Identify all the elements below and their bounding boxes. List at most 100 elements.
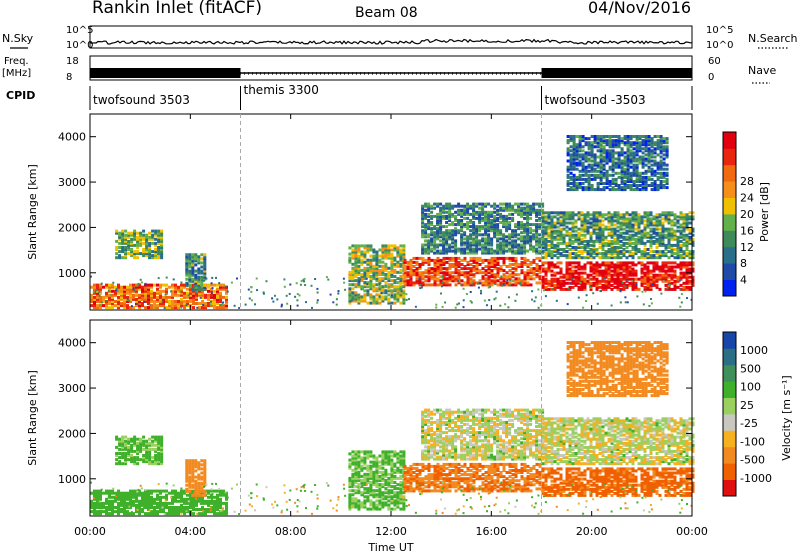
power-cell <box>599 177 603 181</box>
power-cell <box>514 258 518 262</box>
power-cell <box>667 287 671 291</box>
power-cell <box>129 293 132 297</box>
power-cell <box>366 293 370 297</box>
power-cell <box>607 227 611 231</box>
power-cell <box>121 237 125 241</box>
power-cell <box>448 279 452 283</box>
power-cell <box>577 250 581 254</box>
velocity-cell <box>111 512 114 516</box>
power-cell <box>589 250 593 254</box>
power-cell <box>145 237 149 241</box>
power-cell <box>634 219 638 223</box>
velocity-cell <box>129 512 132 516</box>
power-cell <box>655 277 659 281</box>
power-cell <box>616 229 620 233</box>
power-cell <box>541 256 545 260</box>
power-cell <box>619 225 623 229</box>
power-cell <box>673 231 677 235</box>
velocity-cell <box>123 495 126 499</box>
power-cell <box>402 285 406 289</box>
power-cell <box>664 283 668 287</box>
power-cell <box>445 260 449 264</box>
velocity-cell <box>192 506 195 509</box>
power-cell <box>118 256 122 260</box>
velocity-cell <box>180 489 183 493</box>
power-cell <box>442 214 446 218</box>
power-cell <box>571 211 575 215</box>
power-cell <box>511 233 515 237</box>
power-cell <box>598 273 602 277</box>
power-cell <box>658 231 662 235</box>
power-cell <box>623 169 627 173</box>
power-cell <box>118 231 122 235</box>
power-cell <box>357 295 361 299</box>
power-cell <box>191 277 195 281</box>
power-cell <box>535 214 539 218</box>
power-cell <box>96 285 99 289</box>
power-cell <box>150 293 153 297</box>
power-cell <box>520 212 524 216</box>
power-cell <box>478 256 482 260</box>
power-cell <box>635 184 639 187</box>
power-cell <box>481 271 485 275</box>
power-cell <box>598 215 602 219</box>
power-cell <box>610 235 614 239</box>
power-cell <box>587 145 591 149</box>
power-cell <box>490 214 494 218</box>
power-cell <box>676 241 680 245</box>
power-cell <box>631 219 635 223</box>
power-cell <box>598 269 602 273</box>
power-cell <box>655 225 659 229</box>
power-cell <box>670 213 674 217</box>
power-cell <box>189 285 192 289</box>
power-cell <box>427 258 431 262</box>
velocity-cell <box>147 497 150 501</box>
power-cell <box>157 239 161 243</box>
power-cell <box>490 227 494 231</box>
power-cell <box>454 256 458 260</box>
power-cell <box>409 273 413 277</box>
power-cell <box>581 145 585 149</box>
power-cell <box>500 275 503 278</box>
power-cell <box>550 261 554 265</box>
power-cell <box>351 287 355 291</box>
power-cell <box>490 225 494 229</box>
power-cell <box>649 250 653 254</box>
power-cell <box>496 247 500 251</box>
velocity-cell <box>90 503 93 507</box>
power-cell <box>590 143 594 147</box>
velocity-cell <box>168 512 171 516</box>
power-cell <box>378 273 382 276</box>
power-cell <box>583 215 587 219</box>
power-cell <box>105 283 108 287</box>
power-cell <box>99 285 102 289</box>
power-cell <box>616 287 620 291</box>
power-cell <box>535 233 539 237</box>
power-cell <box>587 163 591 167</box>
power-cell <box>653 163 657 167</box>
power-cell <box>457 247 461 251</box>
power-cell <box>596 145 600 149</box>
power-cell <box>625 269 629 273</box>
power-cell <box>112 281 115 284</box>
power-cell <box>628 229 632 233</box>
power-cell <box>559 248 563 251</box>
power-cell <box>544 271 548 275</box>
power-cell <box>547 281 551 285</box>
power-cell <box>553 283 557 287</box>
velocity-cell <box>114 499 117 503</box>
power-cell <box>535 243 539 247</box>
power-cell <box>583 263 587 267</box>
velocity-cell <box>171 497 174 501</box>
power-cell <box>655 213 659 217</box>
power-cell <box>559 233 563 237</box>
power-cell <box>547 223 551 227</box>
power-cell <box>121 246 125 249</box>
velocity-cell <box>144 512 147 516</box>
velocity-cell <box>111 489 114 493</box>
power-cell <box>442 267 446 271</box>
power-cell <box>393 289 397 293</box>
power-cell <box>605 135 609 138</box>
velocity-cell <box>96 497 99 501</box>
power-cell <box>623 151 627 155</box>
